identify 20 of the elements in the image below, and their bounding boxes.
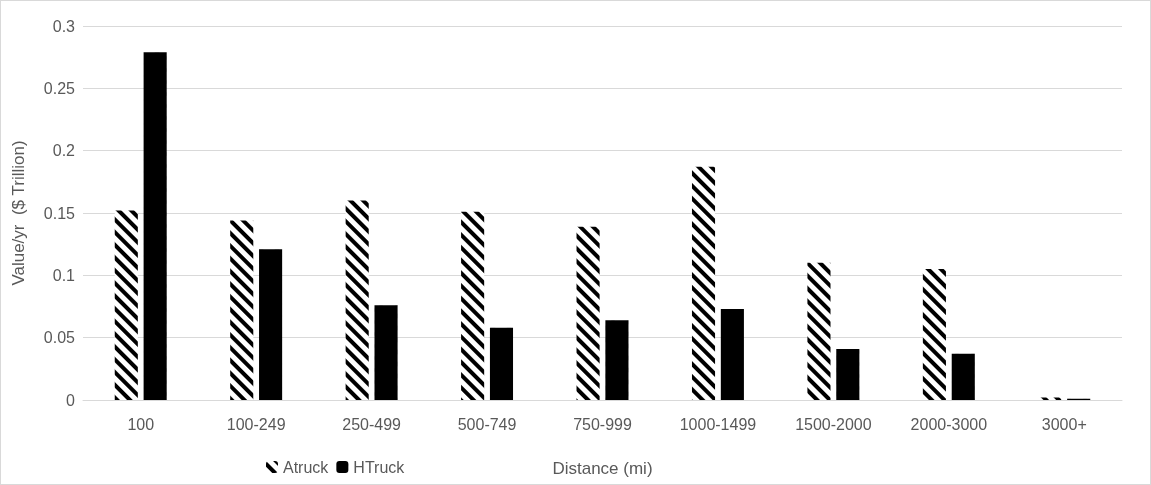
x-tick-label: 2000-3000 xyxy=(910,415,988,433)
y-tick-label: 0.3 xyxy=(52,17,76,35)
legend-label: Atruck xyxy=(283,458,330,476)
y-tick-label: 0.15 xyxy=(43,204,76,222)
x-tick-label: 1500-2000 xyxy=(795,415,872,433)
x-tick-label: 750-999 xyxy=(573,415,632,433)
y-tick-label: 0.25 xyxy=(43,79,76,97)
y-tick-label: 0.2 xyxy=(52,142,76,160)
x-tick-label: 1000-1499 xyxy=(679,415,757,433)
x-tick-label: 3000+ xyxy=(1041,415,1087,433)
y-tick-label: 0.1 xyxy=(52,266,76,284)
x-tick-label: 500-749 xyxy=(457,415,517,433)
legend-label: HTruck xyxy=(353,458,406,476)
x-tick-label: 250-499 xyxy=(342,415,402,433)
x-tick-label: 100 xyxy=(127,415,155,433)
x-tick-label: 100-249 xyxy=(226,415,286,433)
y-tick-label: 0 xyxy=(66,391,76,409)
y-tick-label: 0.05 xyxy=(43,329,76,347)
y-axis-title: Value/yr ($ Trillion) xyxy=(9,140,28,286)
x-axis-title: Distance (mi) xyxy=(552,459,653,478)
